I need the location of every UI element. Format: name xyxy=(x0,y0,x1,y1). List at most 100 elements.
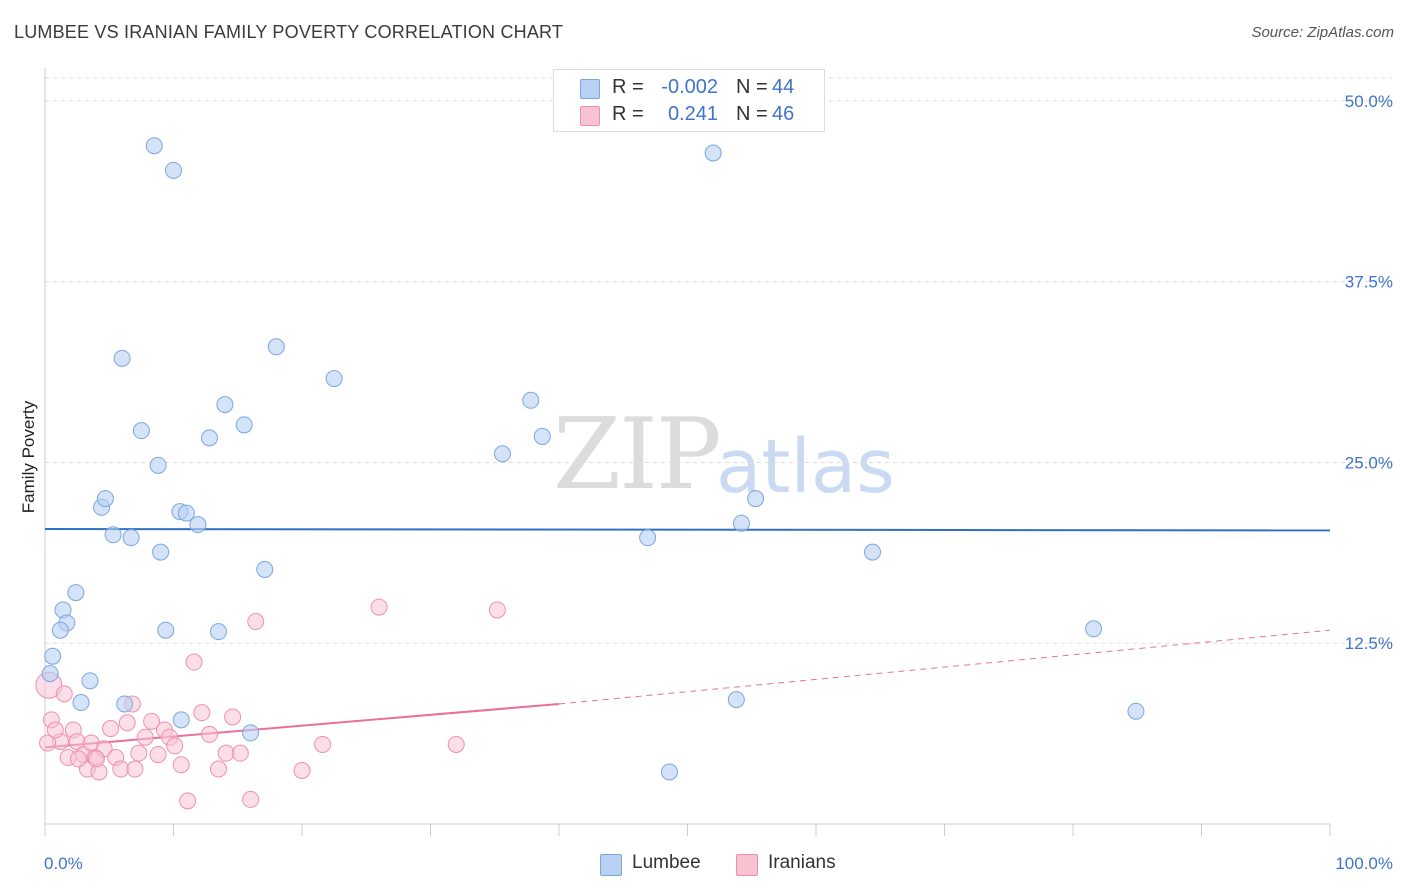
iranian-point xyxy=(69,750,87,768)
iranian-trend-line-dashed xyxy=(558,629,1331,705)
lumbee-point xyxy=(122,529,140,547)
lumbee-point xyxy=(152,543,170,561)
source-label: Source: ZipAtlas.com xyxy=(1251,24,1394,41)
iranian-trend-line-solid xyxy=(44,702,560,749)
iranian-point xyxy=(102,720,120,738)
iranian-point xyxy=(217,744,235,762)
iranian-points xyxy=(35,598,506,810)
r-label: R = xyxy=(612,103,644,125)
iranian-legend-swatch xyxy=(736,854,758,876)
y-tick-label: 25.0% xyxy=(1345,453,1393,472)
iranian-point xyxy=(126,760,144,778)
lumbee-point xyxy=(325,370,343,388)
lumbee-points xyxy=(41,137,1145,781)
lumbee-point xyxy=(522,391,540,409)
lumbee-point xyxy=(732,514,750,532)
lumbee-point xyxy=(72,694,90,712)
r-value: -0.002 xyxy=(661,76,718,98)
trend-lines xyxy=(44,527,1331,749)
lumbee-point xyxy=(67,584,85,602)
correlation-legend: R = -0.002 N = 44 R = 0.241 N = 46 xyxy=(553,69,825,132)
lumbee-swatch xyxy=(580,79,600,99)
legend-row-iranians: R = 0.241 N = 46 xyxy=(554,102,824,128)
r-value: 0.241 xyxy=(667,103,718,125)
lumbee-point xyxy=(177,504,195,522)
lumbee-point xyxy=(661,763,679,781)
lumbee-point xyxy=(132,422,150,440)
lumbee-point xyxy=(200,429,218,447)
iranian-point xyxy=(247,613,265,631)
lumbee-point xyxy=(145,137,163,155)
grid-lines xyxy=(45,77,1392,644)
lumbee-point xyxy=(113,349,131,367)
lumbee-point xyxy=(727,691,745,709)
x-tick-label-end: 100.0% xyxy=(1335,854,1393,873)
iranian-point xyxy=(242,790,260,808)
lumbee-point xyxy=(165,161,182,179)
lumbee-point xyxy=(104,526,122,544)
iranian-point xyxy=(370,598,388,616)
n-label: N = xyxy=(736,103,768,125)
iranian-point xyxy=(149,746,167,764)
lumbee-point xyxy=(1127,702,1145,720)
y-axis-label: Family Poverty xyxy=(19,400,38,513)
iranian-point xyxy=(185,653,203,671)
n-label: N = xyxy=(736,76,768,98)
iranian-legend-label: Iranians xyxy=(768,852,836,873)
iranian-point xyxy=(172,756,190,774)
lumbee-point xyxy=(216,396,234,414)
iranian-point xyxy=(39,734,57,752)
lumbee-point xyxy=(51,621,69,639)
iranian-point xyxy=(166,737,184,755)
iranian-point xyxy=(112,760,130,778)
y-tick-label: 37.5% xyxy=(1345,273,1393,292)
lumbee-point xyxy=(81,672,99,690)
iranian-point xyxy=(293,761,311,779)
lumbee-point xyxy=(96,490,114,508)
watermark-zip: ZIP xyxy=(553,398,722,512)
r-label: R = xyxy=(612,76,644,98)
lumbee-point xyxy=(864,543,882,561)
iranian-point xyxy=(136,728,154,746)
lumbee-legend-label: Lumbee xyxy=(632,852,701,873)
iranian-point xyxy=(55,685,73,703)
lumbee-point xyxy=(704,144,722,162)
iranian-point xyxy=(118,714,136,732)
lumbee-point xyxy=(235,416,253,434)
iranian-point xyxy=(314,735,332,753)
legend-row-lumbee: R = -0.002 N = 44 xyxy=(554,75,824,101)
lumbee-point xyxy=(149,456,167,474)
iranian-point xyxy=(143,712,161,730)
lumbee-point xyxy=(157,621,175,639)
lumbee-point xyxy=(242,724,260,742)
iranian-point xyxy=(130,744,148,762)
lumbee-legend-swatch xyxy=(600,854,622,876)
iranian-point xyxy=(87,750,105,768)
lumbee-point xyxy=(533,427,551,445)
lumbee-point xyxy=(41,665,59,683)
lumbee-point xyxy=(256,560,274,578)
lumbee-point xyxy=(209,623,227,641)
iranian-point xyxy=(193,704,211,722)
lumbee-point xyxy=(639,529,657,547)
lumbee-point xyxy=(172,711,190,729)
x-tick-label-start: 0.0% xyxy=(44,854,83,873)
lumbee-point xyxy=(747,490,765,508)
iranian-point xyxy=(231,744,249,762)
iranian-point xyxy=(209,760,227,778)
iranian-swatch xyxy=(580,106,600,126)
lumbee-point xyxy=(1085,620,1103,638)
lumbee-point xyxy=(44,647,62,665)
iranian-point xyxy=(488,601,506,619)
lumbee-point xyxy=(189,516,207,534)
lumbee-point xyxy=(116,695,134,713)
lumbee-trend-line xyxy=(44,527,1331,532)
y-tick-label: 12.5% xyxy=(1345,634,1393,653)
iranian-point xyxy=(200,725,218,743)
n-value: 44 xyxy=(772,76,795,98)
chart-title: LUMBEE VS IRANIAN FAMILY POVERTY CORRELA… xyxy=(14,22,564,42)
y-tick-label: 50.0% xyxy=(1345,92,1393,111)
iranian-point xyxy=(224,708,242,726)
lumbee-point xyxy=(267,338,285,356)
